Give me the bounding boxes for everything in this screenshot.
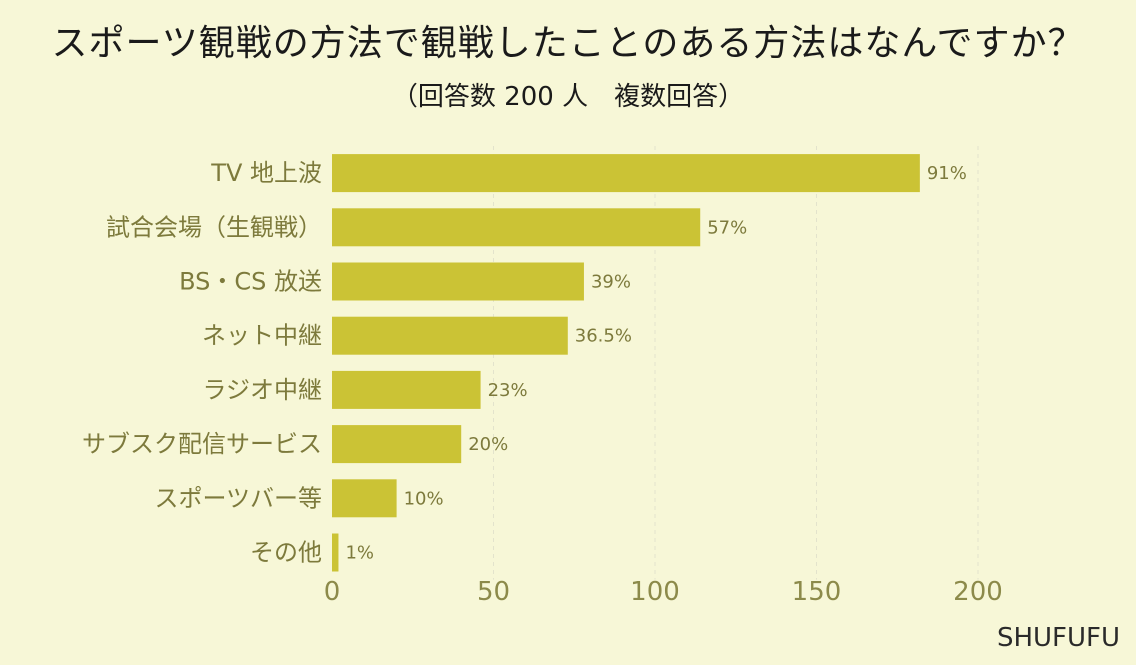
category-label: ネット中継 — [202, 322, 322, 350]
category-label: ラジオ中継 — [202, 376, 322, 404]
bar — [332, 479, 397, 518]
category-label: BS・CS 放送 — [179, 268, 322, 296]
category-label: TV 地上波 — [210, 159, 322, 187]
bar — [332, 533, 339, 572]
value-label: 57% — [707, 217, 747, 238]
x-tick-label: 0 — [324, 577, 341, 607]
bar — [332, 370, 481, 409]
bar — [332, 262, 584, 301]
brand-logo-text: SHUFUFU — [996, 623, 1120, 653]
bar — [332, 154, 920, 193]
bar — [332, 208, 701, 247]
value-label: 36.5% — [575, 326, 632, 347]
bar — [332, 316, 568, 355]
chart-title: スポーツ観戦の方法で観戦したことのある方法はなんですか？ — [51, 23, 1085, 64]
value-label: 1% — [345, 543, 374, 564]
category-label: 試合会場（生観戦） — [106, 213, 322, 241]
value-label: 20% — [468, 434, 508, 455]
value-label: 91% — [927, 163, 967, 184]
value-label: 10% — [404, 488, 444, 509]
category-label: スポーツバー等 — [154, 484, 322, 512]
value-label: 39% — [591, 272, 631, 293]
category-label: サブスク配信サービス — [82, 430, 322, 458]
chart-subtitle: （回答数 200 人 複数回答） — [391, 82, 745, 112]
category-label: その他 — [250, 539, 322, 567]
x-tick-label: 200 — [953, 577, 1003, 607]
x-tick-label: 50 — [477, 577, 510, 607]
x-tick-label: 150 — [792, 577, 842, 607]
value-label: 23% — [488, 380, 528, 401]
bar — [332, 425, 462, 464]
x-tick-label: 100 — [630, 577, 680, 607]
